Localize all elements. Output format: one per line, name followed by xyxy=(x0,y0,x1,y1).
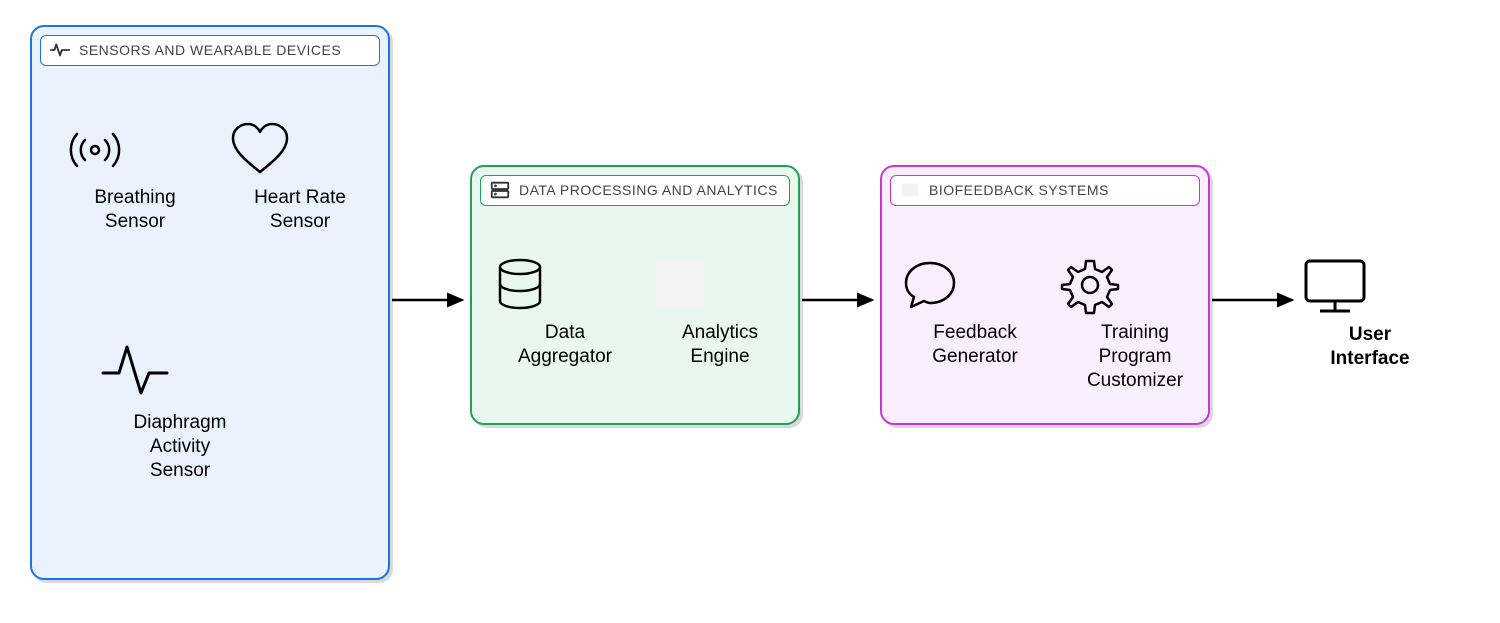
group-sensors: SENSORS AND WEARABLE DEVICES xyxy=(30,25,390,580)
item-data-aggregator-label: DataAggregator xyxy=(518,322,612,367)
database-icon xyxy=(490,255,640,315)
server-icon xyxy=(489,179,511,201)
item-training-customizer-label: TrainingProgramCustomizer xyxy=(1087,322,1183,391)
group-sensors-title: SENSORS AND WEARABLE DEVICES xyxy=(40,35,380,66)
group-biofeedback-title: BIOFEEDBACK SYSTEMS xyxy=(890,175,1200,206)
item-heart-rate-sensor: Heart RateSensor xyxy=(225,120,375,234)
item-heart-rate-sensor-label: Heart RateSensor xyxy=(254,187,346,232)
gear-icon xyxy=(1060,255,1210,315)
item-diaphragm-sensor: DiaphragmActivitySensor xyxy=(95,335,265,482)
group-biofeedback-title-text: BIOFEEDBACK SYSTEMS xyxy=(929,182,1109,198)
monitor-icon xyxy=(1300,255,1440,317)
item-analytics-engine: AnalyticsEngine xyxy=(650,255,790,369)
pulse-icon xyxy=(49,39,71,61)
heart-icon xyxy=(225,120,375,180)
diagram-canvas: SENSORS AND WEARABLE DEVICES DATA PROCES… xyxy=(0,0,1500,623)
item-user-interface: UserInterface xyxy=(1300,255,1440,371)
item-user-interface-label: UserInterface xyxy=(1330,324,1409,369)
group-processing-title: DATA PROCESSING AND ANALYTICS xyxy=(480,175,790,206)
item-feedback-generator: FeedbackGenerator xyxy=(900,255,1050,369)
item-breathing-sensor-label: BreathingSensor xyxy=(94,187,175,232)
item-feedback-generator-label: FeedbackGenerator xyxy=(932,322,1018,367)
item-training-customizer: TrainingProgramCustomizer xyxy=(1060,255,1210,392)
speech-bubble-icon xyxy=(900,255,1050,315)
pulse-large-icon xyxy=(95,335,265,405)
group-sensors-title-text: SENSORS AND WEARABLE DEVICES xyxy=(79,42,341,58)
blank-icon xyxy=(899,179,921,201)
item-analytics-engine-label: AnalyticsEngine xyxy=(682,322,758,367)
item-diaphragm-sensor-label: DiaphragmActivitySensor xyxy=(134,412,227,481)
item-data-aggregator: DataAggregator xyxy=(490,255,640,369)
item-breathing-sensor: BreathingSensor xyxy=(60,120,210,234)
group-processing-title-text: DATA PROCESSING AND ANALYTICS xyxy=(519,182,778,198)
analytics-placeholder-icon xyxy=(650,255,790,315)
broadcast-icon xyxy=(60,120,210,180)
